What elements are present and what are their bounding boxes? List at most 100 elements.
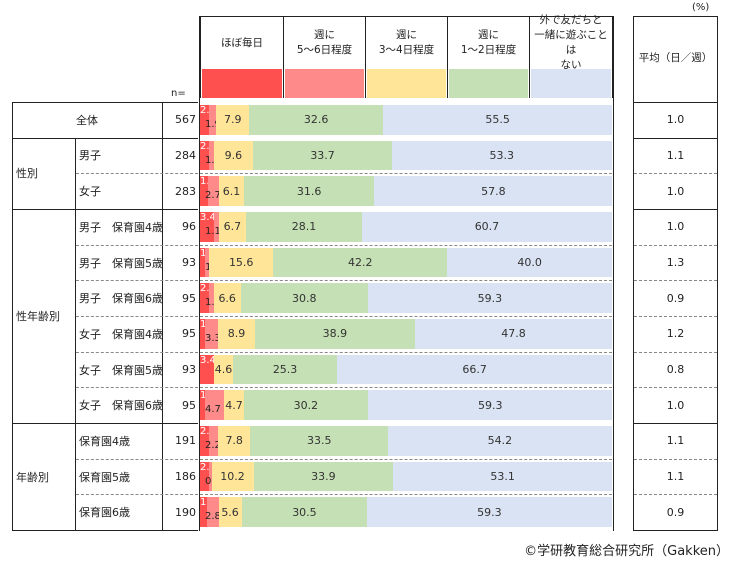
data-label: 2.7 [205,190,221,202]
data-label: 3.3 [205,333,221,345]
data-label: 1.1 [205,297,221,308]
bar-segment [200,497,207,528]
row-n: 95 [182,398,196,412]
axis-line [199,16,200,531]
row-avg: 1.0 [666,184,685,198]
bar-segment [200,212,214,242]
table-border [12,530,198,532]
bar-segment [200,283,210,313]
bar-segment [200,354,214,385]
bar-segment: 38.9 [254,319,416,349]
data-label: 2.2 [200,283,216,295]
legend-swatch [283,69,366,98]
bar-segment [204,319,219,349]
bar-segment: 9.6 [213,140,254,171]
row-separator [76,494,198,496]
row-separator [634,280,717,282]
row-n: 567 [175,113,196,127]
table-border [12,423,198,425]
avg-header-text: 平均（日／週） [638,52,713,64]
bar-segment [200,140,210,171]
table-border [633,530,718,532]
table-border [75,423,76,531]
row-avg: 1.3 [666,256,685,269]
row-avg: 1.1 [666,148,685,162]
row-separator [200,280,612,282]
data-label: 4.7 [205,404,221,416]
bar-segment [209,461,212,492]
bar-segment: 4.6 [214,354,233,385]
bar-segment [207,497,219,528]
row-label: 男子 保育園4歳 [79,220,163,234]
legend-swatch [365,69,448,98]
row-avg: 0.8 [666,363,685,377]
row-avg: 0.9 [666,291,685,305]
row-label: 保育園6歳 [79,506,130,520]
table-border [633,423,718,425]
data-label: 2.2 [200,140,216,152]
bar-segment [207,176,219,206]
row-separator [76,173,198,175]
table-border [75,137,76,209]
row-separator [634,387,717,389]
bar-segment [200,247,205,278]
bar-segment: 6.1 [218,176,245,206]
row-n: 186 [175,470,196,484]
row-avg: 1.2 [666,327,685,341]
bar-segment: 28.1 [246,212,362,242]
table-border [12,209,198,210]
row-label: 男子 保育園6歳 [79,292,163,306]
data-label: 1.1 [205,226,221,237]
row-n: 284 [175,148,196,162]
credit: ©学研教育総合研究所（Gakken） [524,544,729,559]
bar-segment: 30.5 [241,497,368,528]
data-label: 2.8 [205,511,221,523]
bar-segment: 31.6 [244,176,375,206]
group-label: 性年齢別 [16,310,60,323]
legend-swatch [447,69,530,98]
bar-segment: 7.8 [218,426,251,456]
row-n: 96 [182,220,196,234]
bar-segment [200,426,210,456]
data-label: 2.2 [205,440,221,452]
data-label: 3.4 [200,354,216,366]
row-label: 女子 [79,185,101,199]
legend-swatch [529,69,613,98]
bar-segment: 32.6 [249,105,384,135]
row-label: 女子 保育園6歳 [79,399,163,413]
avg-header: 平均（日／週） [633,16,718,100]
row-label: 全体 [76,113,98,127]
row-separator [76,280,198,282]
bar-segment: 30.8 [240,283,368,313]
row-separator [200,494,612,496]
bar-segment: 6.6 [213,283,241,313]
row-separator [76,458,198,460]
axis-line [613,16,614,531]
row-label: 保育園4歳 [79,434,130,448]
table-border [12,102,198,103]
row-separator [200,316,612,318]
group-label: 年齢別 [16,470,49,484]
group-label: 性別 [16,167,38,181]
data-label: 2.1 [200,105,216,116]
bar-segment: 54.2 [388,426,612,456]
row-n: 191 [175,434,196,448]
row-label: 女子 保育園5歳 [79,363,163,377]
table-border [12,102,13,531]
bar-segment [209,426,219,456]
bar-segment: 59.3 [367,283,612,313]
row-avg: 1.0 [666,220,685,234]
unit-label: (%) [692,2,710,13]
bar-segment [204,390,225,421]
legend-label: ほぼ毎日 [200,16,284,69]
table-border [12,137,198,139]
row-separator [634,494,717,496]
row-separator [200,173,612,175]
bar-segment: 47.8 [415,319,612,349]
row-separator [634,458,717,460]
row-separator [76,351,198,353]
row-n: 190 [175,505,196,519]
bar-segment: 66.7 [337,354,612,385]
bar-segment: 60.7 [361,212,612,242]
row-separator [634,244,717,246]
